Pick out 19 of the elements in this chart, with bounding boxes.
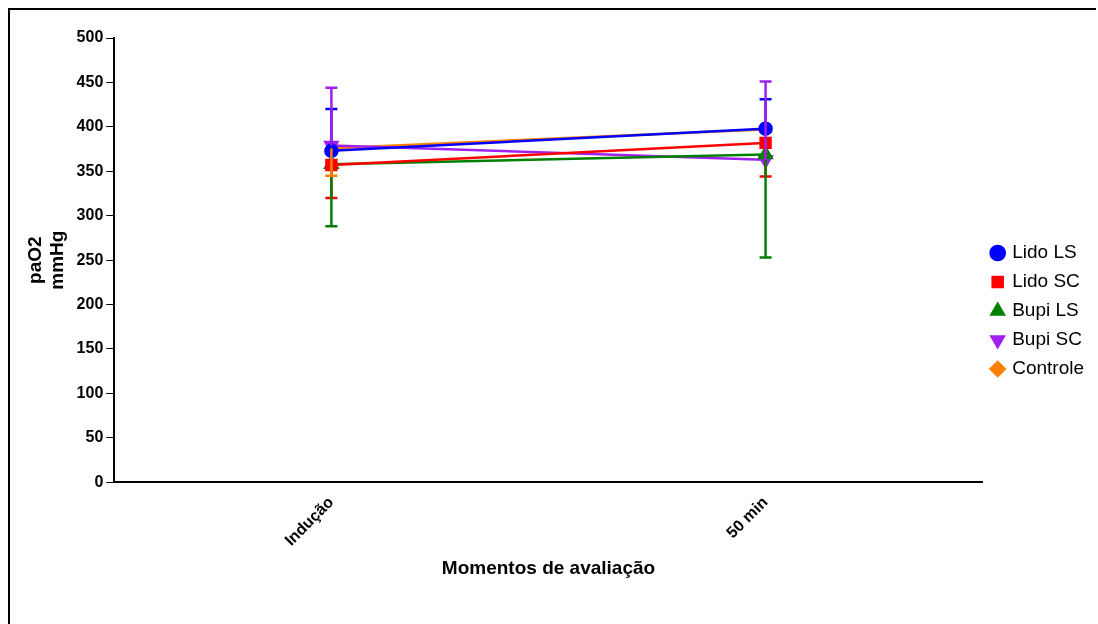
y-tick-label: 500 <box>76 28 104 46</box>
y-tick-label: 100 <box>76 383 104 401</box>
legend-label: Controle <box>1012 357 1085 379</box>
y-tick-label: 450 <box>76 72 104 90</box>
y-axis-title: paO2 mmHg <box>23 230 68 290</box>
x-tick-label: 50 min <box>722 493 771 542</box>
y-tick-label: 200 <box>76 294 104 312</box>
y-tick-label: 250 <box>76 250 104 268</box>
y-tick-label: 400 <box>76 117 104 135</box>
y-tick-label: 0 <box>94 472 104 490</box>
y-tick-label: 50 <box>85 428 104 446</box>
y-tick-label: 150 <box>76 339 104 357</box>
legend-label: Bupi LS <box>1012 299 1079 321</box>
legend-label: Lido LS <box>1012 241 1077 263</box>
y-tick-label: 300 <box>76 206 104 224</box>
legend-label: Lido SC <box>1012 270 1080 292</box>
x-axis-title: Momentos de avaliação <box>441 556 656 578</box>
legend-label: Bupi SC <box>1012 328 1082 350</box>
y-tick-label: 350 <box>76 161 104 179</box>
